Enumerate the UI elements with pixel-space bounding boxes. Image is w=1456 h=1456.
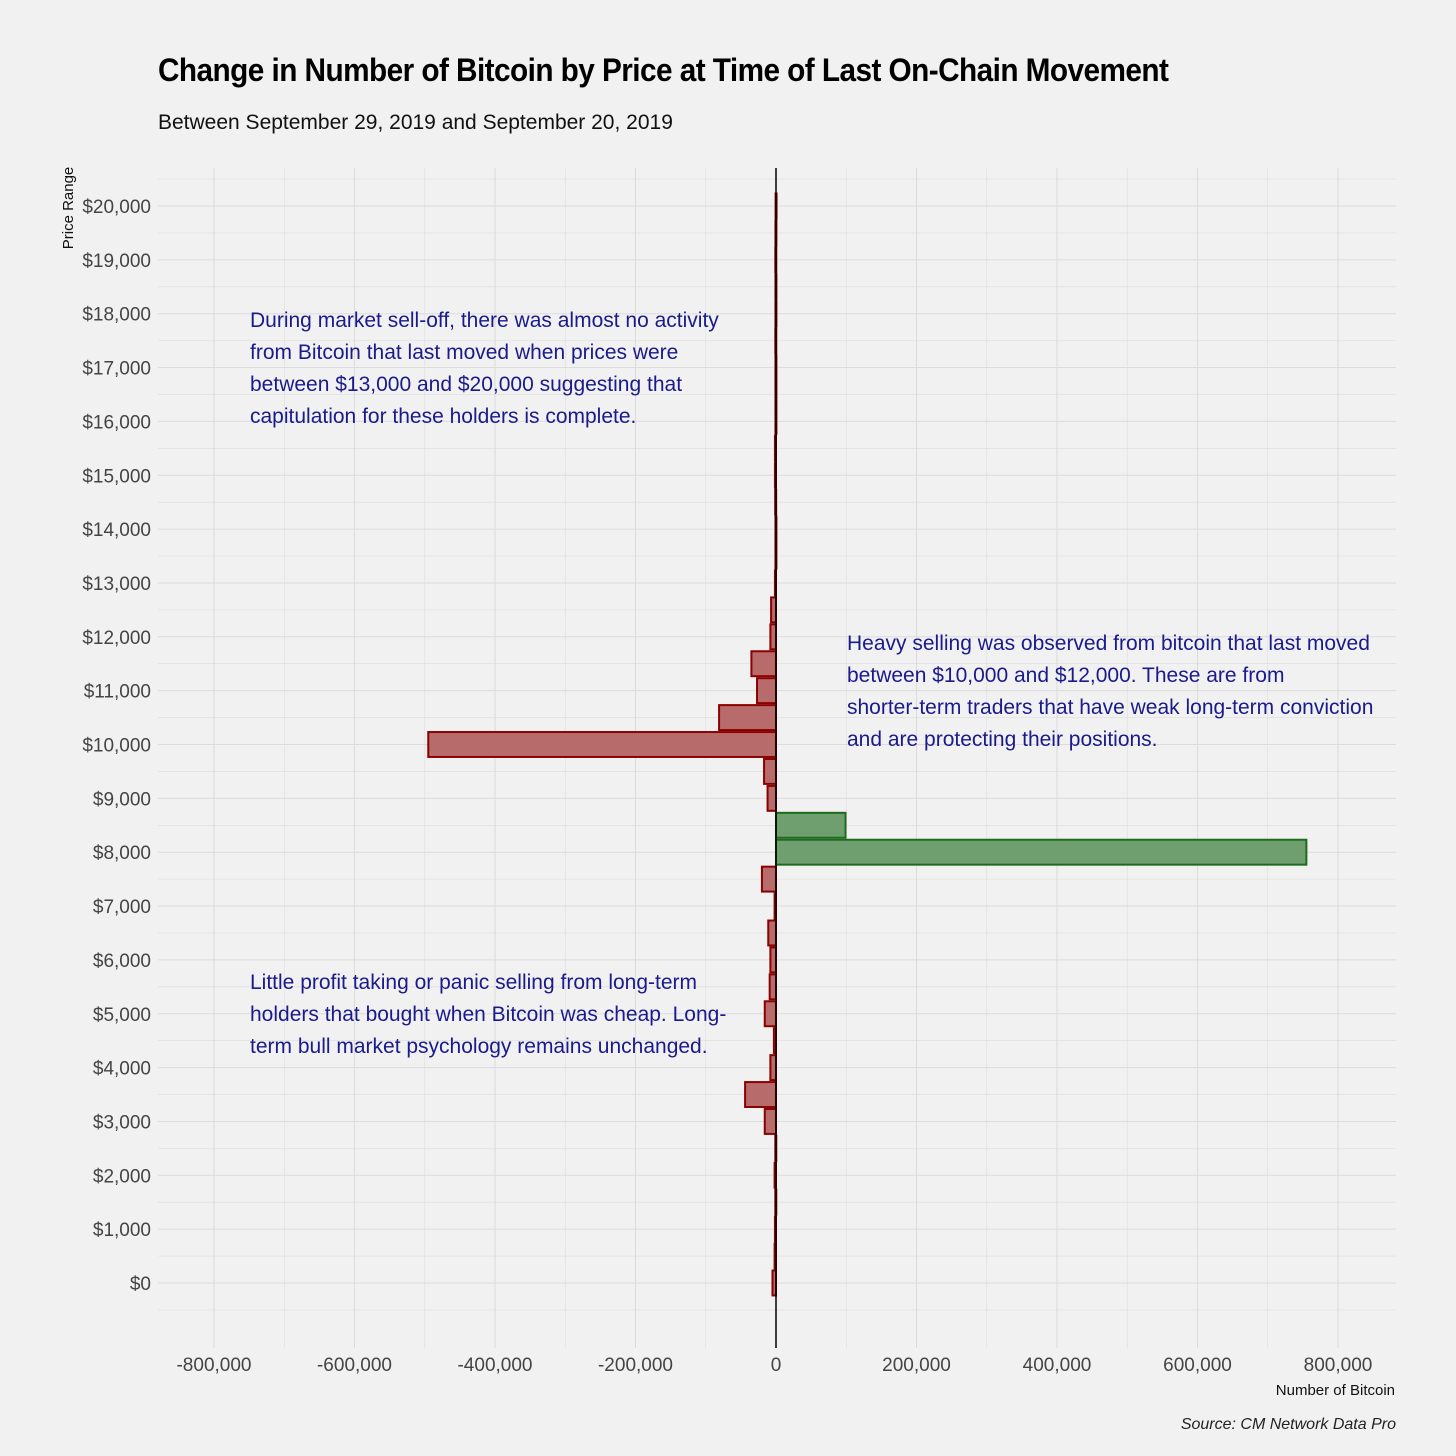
y-tick-label: $18,000 xyxy=(82,305,151,326)
y-tick-label: $4,000 xyxy=(93,1059,151,1080)
x-tick-label: 600,000 xyxy=(1163,1355,1232,1376)
y-tick-label: $5,000 xyxy=(93,1005,151,1026)
y-tick-label: $7,000 xyxy=(93,897,151,918)
x-tick-label: -400,000 xyxy=(457,1355,532,1376)
bar xyxy=(768,973,777,1001)
source-caption: Source: CM Network Data Pro xyxy=(1180,1416,1396,1433)
bar xyxy=(763,1107,778,1135)
y-tick-label: $12,000 xyxy=(82,628,151,649)
x-tick-label: 400,000 xyxy=(1023,1355,1092,1376)
bar xyxy=(750,650,777,678)
annotation-heavy-selling: Heavy selling was observed from bitcoin … xyxy=(847,632,1374,751)
x-tick-label: 0 xyxy=(771,1355,782,1376)
x-axis-title: Number of Bitcoin xyxy=(1276,1382,1395,1399)
bar xyxy=(767,919,778,947)
bar xyxy=(775,838,1308,866)
x-tick-label: -800,000 xyxy=(176,1355,251,1376)
bar xyxy=(769,623,778,651)
bar xyxy=(769,1054,778,1082)
y-tick-label: $0 xyxy=(130,1274,151,1295)
y-axis-title: Price Range xyxy=(60,167,77,250)
y-tick-label: $20,000 xyxy=(82,197,151,218)
y-tick-label: $9,000 xyxy=(93,789,151,810)
bar xyxy=(760,865,778,893)
bar xyxy=(427,731,777,758)
y-tick-label: $3,000 xyxy=(93,1112,151,1133)
x-tick-label: -200,000 xyxy=(598,1355,673,1376)
chart-title: Change in Number of Bitcoin by Price at … xyxy=(158,52,1169,88)
annotation-high-price: During market sell-off, there was almost… xyxy=(250,309,719,428)
x-tick-label: -600,000 xyxy=(317,1355,392,1376)
y-tick-label: $17,000 xyxy=(82,359,151,380)
y-tick-label: $15,000 xyxy=(82,466,151,487)
bar xyxy=(763,757,777,785)
bar xyxy=(763,1000,778,1028)
bar xyxy=(718,704,777,732)
bar xyxy=(744,1081,778,1108)
bar xyxy=(769,946,778,974)
y-tick-label: $2,000 xyxy=(93,1166,151,1187)
x-tick-label: 800,000 xyxy=(1304,1355,1373,1376)
chart-subtitle: Between September 29, 2019 and September… xyxy=(158,111,673,134)
y-tick-label: $10,000 xyxy=(82,736,151,757)
x-axis-ticks: -800,000 -600,000 -400,000 -200,000 0 200,000… xyxy=(176,1355,1372,1376)
bar xyxy=(756,677,777,705)
y-tick-label: $6,000 xyxy=(93,951,151,972)
y-tick-label: $11,000 xyxy=(84,682,151,703)
y-tick-label: $8,000 xyxy=(93,843,151,864)
y-tick-label: $19,000 xyxy=(82,251,151,272)
y-tick-label: $1,000 xyxy=(93,1220,151,1241)
y-tick-label: $16,000 xyxy=(82,412,151,433)
x-tick-label: 200,000 xyxy=(882,1355,951,1376)
bar xyxy=(775,811,847,839)
y-axis-ticks: $0 $1,000 $2,000 $3,000 $4,000 $5,000 $6,000 $7… xyxy=(82,197,151,1295)
y-tick-label: $13,000 xyxy=(82,574,151,595)
bar xyxy=(766,784,778,812)
y-tick-label: $14,000 xyxy=(82,520,151,541)
annotation-long-term-holders: Little profit taking or panic selling fr… xyxy=(250,971,727,1058)
